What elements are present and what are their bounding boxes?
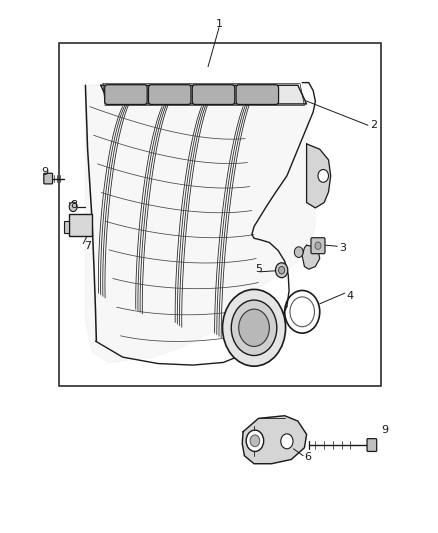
Text: 5: 5 bbox=[255, 264, 262, 274]
Polygon shape bbox=[85, 85, 315, 362]
Circle shape bbox=[276, 263, 288, 278]
FancyBboxPatch shape bbox=[236, 85, 279, 104]
Text: 8: 8 bbox=[70, 200, 77, 209]
Bar bbox=[64, 221, 69, 233]
Text: 9: 9 bbox=[42, 167, 49, 176]
FancyBboxPatch shape bbox=[192, 85, 235, 104]
FancyBboxPatch shape bbox=[44, 173, 53, 184]
Text: 3: 3 bbox=[339, 243, 346, 253]
Circle shape bbox=[279, 266, 285, 274]
Text: 7: 7 bbox=[84, 241, 91, 251]
Circle shape bbox=[281, 434, 293, 449]
Polygon shape bbox=[302, 245, 320, 269]
Circle shape bbox=[318, 169, 328, 182]
Circle shape bbox=[246, 430, 264, 451]
FancyBboxPatch shape bbox=[105, 85, 147, 104]
Text: 2: 2 bbox=[370, 120, 377, 130]
Circle shape bbox=[231, 300, 277, 356]
Polygon shape bbox=[101, 85, 307, 104]
Circle shape bbox=[239, 309, 269, 346]
Text: 9: 9 bbox=[381, 425, 388, 435]
Bar bbox=[69, 214, 92, 236]
Text: 4: 4 bbox=[346, 291, 353, 301]
FancyBboxPatch shape bbox=[148, 85, 191, 104]
Circle shape bbox=[294, 247, 303, 257]
Polygon shape bbox=[307, 144, 331, 208]
FancyBboxPatch shape bbox=[311, 238, 325, 254]
Circle shape bbox=[223, 289, 286, 366]
Circle shape bbox=[69, 202, 77, 212]
Text: 6: 6 bbox=[304, 453, 311, 462]
Text: 1: 1 bbox=[215, 19, 223, 29]
FancyBboxPatch shape bbox=[367, 439, 377, 451]
Bar bbox=[59, 43, 381, 386]
Circle shape bbox=[250, 435, 260, 447]
Circle shape bbox=[315, 242, 321, 249]
Polygon shape bbox=[242, 416, 307, 464]
